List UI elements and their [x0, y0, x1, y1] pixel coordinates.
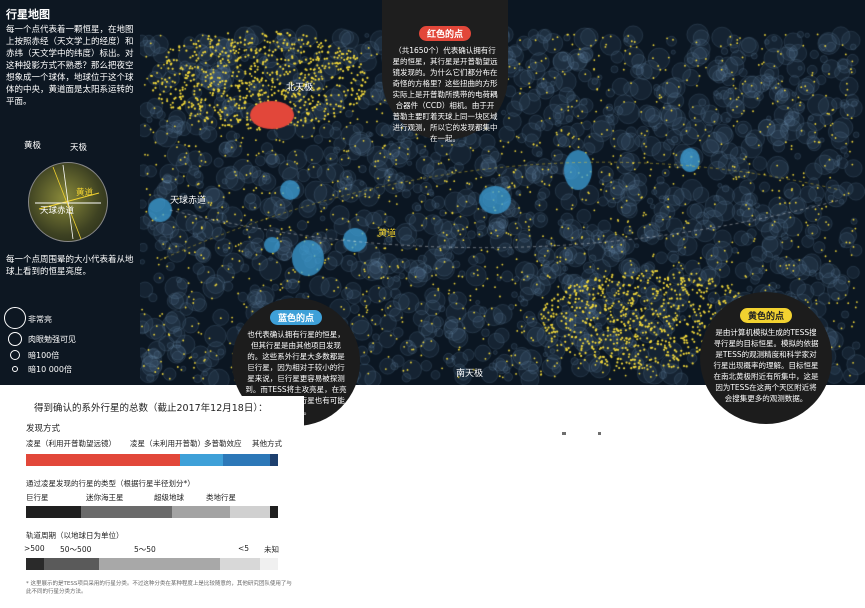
- star-map: 行星地图 每一个点代表着一颗恒星，在地图上按照赤经（天文学上的经度）和赤纬（天文…: [0, 0, 865, 385]
- period-heading: 轨道周期（以地球日为单位）: [26, 531, 124, 540]
- legend-ring-naked-eye: [8, 332, 22, 346]
- north-pole-label: 北天极: [286, 83, 314, 93]
- red-dots-callout: 红色的点 （共1650个）代表确认拥有行星的恒星，其行星是开普勒望远镜发现的。为…: [382, 0, 508, 143]
- exoplanet-stats-panel: 得到确认的系外行星的总数（截止2017年12月18日）： 发现方式 凌星（利用开…: [0, 396, 304, 608]
- ecliptic-pole-label: 黄极: [24, 141, 42, 151]
- size-note-text: 每一个点周围晕的大小代表着从地球上看到的恒星亮度。: [6, 255, 134, 277]
- type-label-mini-neptune: 迷你海王星: [86, 493, 124, 502]
- type-heading: 通过凌星发现的行星的类型（根据行星半径划分*）: [26, 479, 195, 488]
- footnote: * 这里展示的是TESS项目采用的行星分类。不过这种分类在某种程度上是比较随意的…: [26, 581, 292, 595]
- red-dots-title: 红色的点: [418, 26, 471, 41]
- type-label-giant: 巨行星: [26, 493, 49, 502]
- ecliptic-label: 黄道: [378, 229, 397, 239]
- method-label-transit-other: 凌星（未利用开普勒）: [130, 439, 205, 448]
- legend-naked-eye: 肉眼勉强可见: [28, 335, 76, 344]
- period-bar-segment: [220, 558, 261, 570]
- type-bar-segment: [270, 506, 278, 518]
- yellow-dots-text: 是由计算机模拟生成的TESS搜寻行星的目标恒星。模拟的依据是TESS的观测精度和…: [713, 328, 819, 403]
- legend-100x-dimmer: 暗100倍: [28, 351, 60, 360]
- side-legend: 行星地图 每一个点代表着一颗恒星，在地图上按照赤经（天文学上的经度）和赤纬（天文…: [0, 0, 140, 385]
- period-label-50-500: 50～500: [60, 545, 92, 554]
- map-intro-text: 每一个点代表着一颗恒星，在地图上按照赤经（天文学上的经度）和赤纬（天文学中的纬度…: [6, 25, 134, 107]
- type-label-super-earth: 超级地球: [154, 493, 184, 502]
- south-pole-label: 南天极: [456, 369, 484, 379]
- legend-ring-10000x: [12, 366, 18, 372]
- period-label-500plus: >500: [24, 544, 45, 553]
- method-heading: 发现方式: [26, 424, 61, 434]
- globe-ecliptic-label: 黄道: [76, 188, 94, 198]
- period-bar-segment: [260, 558, 278, 570]
- type-label-earth-like: 类地行星: [206, 493, 236, 502]
- blue-dots-title: 蓝色的点: [269, 310, 322, 325]
- yellow-dots-callout: 黄色的点 是由计算机模拟生成的TESS搜寻行星的目标恒星。模拟的依据是TESS的…: [700, 292, 832, 424]
- celestial-pole-label: 天极: [70, 143, 88, 153]
- type-bar-segment: [230, 506, 271, 518]
- type-bar-segment: [172, 506, 231, 518]
- method-label-kepler: 凌星（利用开普勒望远镜）: [26, 439, 116, 448]
- globe-equator-label: 天球赤道: [40, 206, 75, 216]
- period-label-under-5: <5: [238, 544, 250, 553]
- map-title: 行星地图: [6, 8, 50, 21]
- type-bar-segment: [81, 506, 173, 518]
- method-label-doppler: 多普勒效应: [204, 439, 242, 448]
- speck: [562, 432, 566, 435]
- legend-very-bright: 非常亮: [28, 315, 52, 324]
- period-bar-segment: [43, 558, 100, 570]
- celestial-equator-label: 天球赤道: [170, 196, 207, 206]
- celestial-globe-diagram: [28, 162, 108, 242]
- red-dots-text: （共1650个）代表确认拥有行星的恒星，其行星是开普勒望远镜发现的。为什么它们都…: [392, 46, 498, 143]
- method-label-other: 其他方式: [252, 439, 282, 448]
- period-label-5-50: 5～50: [134, 545, 156, 554]
- period-bar-segment: [99, 558, 221, 570]
- speck: [598, 432, 601, 435]
- yellow-dots-title: 黄色的点: [739, 308, 792, 323]
- stats-title: 得到确认的系外行星的总数（截止2017年12月18日）：: [34, 403, 268, 414]
- type-bar-segment: [26, 506, 82, 518]
- method-bar-segment: [270, 454, 278, 466]
- period-label-unknown: 未知: [264, 545, 279, 554]
- legend-10000x-dimmer: 暗10 000倍: [28, 365, 72, 374]
- period-bar-segment: [26, 558, 44, 570]
- legend-ring-very-bright: [4, 307, 26, 329]
- method-bar-segment: [179, 454, 223, 466]
- legend-ring-100x: [10, 350, 20, 360]
- method-bar-segment: [222, 454, 271, 466]
- method-bar-segment: [26, 454, 180, 466]
